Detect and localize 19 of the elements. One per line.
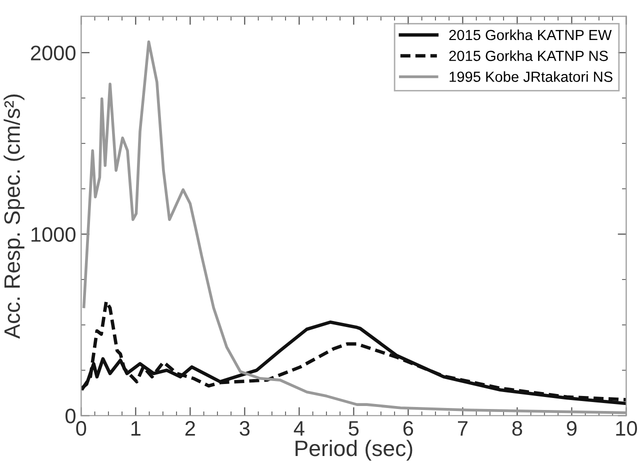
x-axis-title: Period (sec) xyxy=(296,440,412,461)
x-tick-label: 7 xyxy=(458,421,468,436)
x-tick-label: 6 xyxy=(403,421,414,436)
x-tick-label: 8 xyxy=(512,421,522,436)
y-tick-label: 1000 xyxy=(32,227,76,242)
y-tick-label: 0 xyxy=(66,408,76,424)
legend-label: 2015 Gorkha KATNP NS xyxy=(449,50,608,62)
x-tick-label: 9 xyxy=(566,421,577,436)
x-tick-label: 2 xyxy=(185,421,195,436)
x-tick-label: 0 xyxy=(76,421,86,436)
x-tick-label: 4 xyxy=(294,421,304,436)
x-tick-label: 5 xyxy=(348,421,359,436)
x-tick-label: 10 xyxy=(616,421,637,436)
x-tick-label: 1 xyxy=(131,421,140,436)
legend-label: 1995 Kobe JRtakatori NS xyxy=(450,71,612,82)
y-tick-label: 2000 xyxy=(31,46,76,60)
x-tick-label: 3 xyxy=(240,421,250,436)
y-axis-title: Acc. Resp. Spec. (cm/s²) xyxy=(4,94,24,339)
legend-label: 2015 Gorkha KATNP EW xyxy=(449,29,612,40)
